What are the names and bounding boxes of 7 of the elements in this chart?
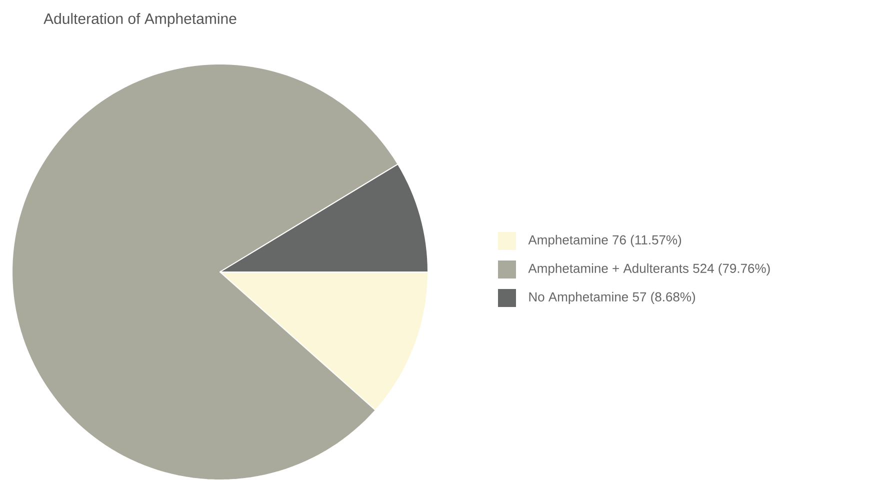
legend-label: No Amphetamine — [529, 292, 628, 304]
data-label: 524 (79.76%) — [693, 263, 770, 276]
legend-label: Amphetamine + Adulterants — [528, 263, 688, 276]
legend-label: Amphetamine — [528, 234, 608, 248]
data-label: 76 (11.57%) — [612, 234, 682, 248]
chart-title: Adulteration of Amphetamine — [44, 13, 236, 27]
data-label: 57 (8.68%) — [632, 292, 696, 304]
